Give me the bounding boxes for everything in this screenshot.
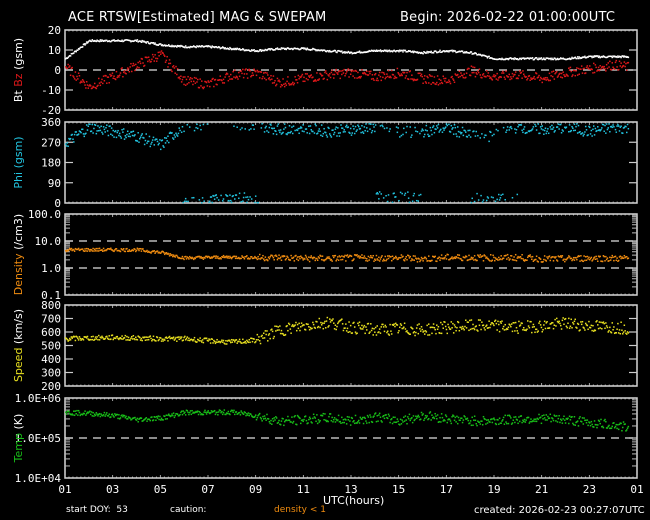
ytick-label: 180 — [41, 157, 61, 170]
xaxis-label: UTC(hours) — [323, 494, 385, 507]
ytick-label: 0 — [54, 197, 61, 210]
ytick-label: 360 — [41, 116, 61, 129]
series-points — [65, 39, 630, 90]
ytick-label: 1.0E+04 — [15, 472, 62, 485]
ytick-label: 300 — [41, 367, 61, 380]
series-points — [65, 409, 630, 432]
ytick-label: 270 — [41, 136, 61, 149]
xtick-label: 05 — [154, 483, 167, 496]
xtick-label: 19 — [487, 483, 500, 496]
xtick-label: 09 — [249, 483, 262, 496]
ytick-label: -10 — [41, 84, 61, 97]
ytick-label: 1.0 — [41, 262, 61, 275]
series-points — [65, 316, 630, 345]
xtick-label: 07 — [201, 483, 214, 496]
ytick-label: 100.0 — [28, 208, 61, 221]
y-axis-label: Temp (K) — [12, 414, 25, 464]
ytick-label: 0 — [54, 64, 61, 77]
series-points — [65, 123, 630, 204]
axis-labels: 20 10 0 -10 -20 Bt Bz (gsm) 360 270 180 90 0 Phi (g… — [12, 24, 644, 496]
start-doy: start DOY: 53 — [66, 505, 128, 515]
ytick-label: 1.0E+05 — [15, 432, 61, 445]
series-points — [65, 247, 630, 263]
panel-0 — [64, 29, 638, 111]
ytick-label: -20 — [41, 104, 61, 117]
xtick-label: 01 — [58, 483, 71, 496]
y-axis-label: Density (/cm3) — [12, 214, 25, 295]
panel-2 — [64, 213, 638, 296]
ytick-label: 800 — [41, 299, 61, 312]
panel-1 — [64, 121, 638, 204]
ytick-label: 500 — [41, 340, 61, 353]
ytick-label: 400 — [41, 353, 61, 366]
y-axis-label: Speed (km/s) — [12, 309, 25, 382]
xtick-label: 01 — [630, 483, 643, 496]
xtick-label: 13 — [344, 483, 357, 496]
y-axis-label: Phi (gsm) — [12, 136, 25, 188]
ytick-label: 10 — [48, 44, 61, 57]
ytick-label: 600 — [41, 326, 61, 339]
xtick-label: 17 — [440, 483, 453, 496]
xtick-label: 23 — [583, 483, 596, 496]
panel-4 — [64, 397, 638, 479]
xtick-label: 03 — [106, 483, 119, 496]
plot-data — [65, 39, 630, 432]
ytick-label: 10.0 — [35, 235, 62, 248]
xtick-label: 21 — [535, 483, 548, 496]
panel-frames — [64, 29, 638, 479]
panel-3 — [64, 304, 638, 387]
density-caution: density < 1 — [274, 505, 326, 515]
header-title: ACE RTSW[Estimated] MAG & SWEPAM — [68, 10, 327, 25]
ytick-label: 20 — [48, 24, 61, 37]
xtick-label: 11 — [297, 483, 310, 496]
header-begin: Begin: 2026-02-22 01:00:00UTC — [400, 10, 616, 25]
caution-label: caution: — [170, 505, 207, 515]
ytick-label: 700 — [41, 313, 61, 326]
ytick-label: 1.0E+06 — [15, 392, 61, 405]
created-timestamp: created: 2026-02-23 00:27:07UTC — [474, 505, 645, 516]
ytick-label: 0.1 — [41, 289, 61, 302]
ytick-label: 90 — [48, 177, 61, 190]
ytick-label: 200 — [41, 380, 61, 393]
xtick-label: 15 — [392, 483, 405, 496]
y-axis-label: Bt Bz (gsm) — [12, 38, 25, 102]
